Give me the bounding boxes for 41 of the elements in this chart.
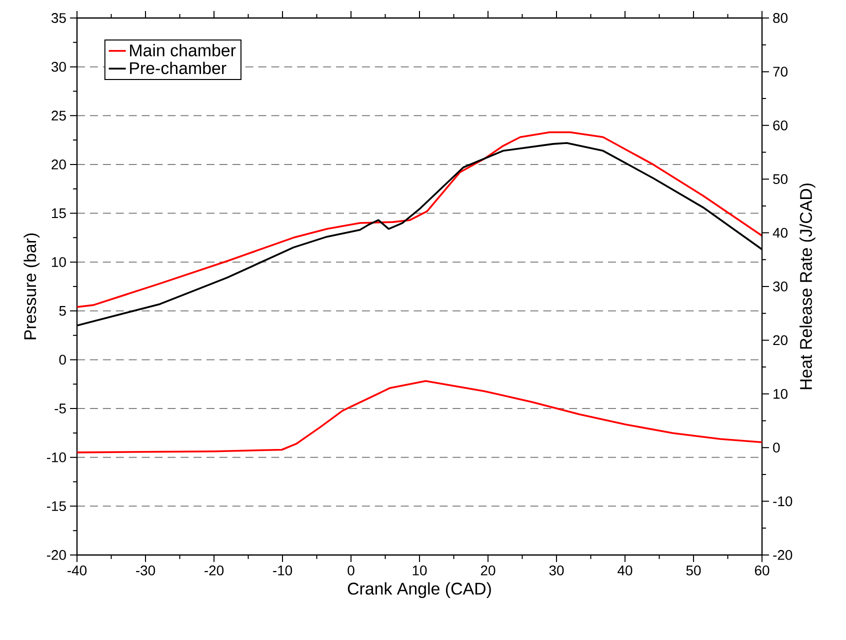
x-tick-label: 20 [480, 566, 496, 576]
legend-label: Pre-chamber [130, 62, 226, 74]
x-tick-label: 0 [348, 566, 354, 576]
y-tick-label: 0 [59, 354, 66, 365]
y2-tick-label: 60 [773, 120, 788, 130]
y-tick-label: -5 [54, 404, 66, 414]
y-tick-label: -20 [46, 550, 66, 560]
y2-tick-label: 10 [774, 388, 788, 399]
y2-tick-label: 80 [773, 13, 788, 23]
y-tick-label: 35 [51, 13, 66, 23]
y2-tick-label: 0 [773, 442, 780, 453]
y-tick-label: 25 [52, 110, 66, 121]
y2-tick-label: 50 [773, 174, 788, 184]
y-tick-label: 5 [59, 306, 66, 316]
y-tick-label: -15 [46, 501, 66, 512]
x-tick-label: 50 [686, 566, 701, 576]
y-tick-label: 10 [52, 257, 66, 268]
x-tick-label: 40 [618, 566, 632, 576]
y2-tick-label: -10 [773, 496, 792, 506]
x-axis-title: Crank Angle (CAD) [348, 582, 491, 598]
x-tick-label: -20 [204, 566, 224, 576]
x-tick-label: 10 [412, 566, 427, 576]
x-tick-label: 60 [754, 566, 770, 576]
line-series [77, 380, 762, 454]
y2-tick-label: 30 [773, 282, 788, 292]
y-tick-label: -10 [46, 452, 66, 462]
y2-axis-title: Heat Release Rate (J/CAD) [800, 184, 816, 390]
y-tick-label: 15 [52, 208, 66, 218]
legend-label: Main chamber [130, 44, 236, 56]
x-tick-label: -10 [273, 566, 292, 576]
line-series [77, 131, 762, 308]
y-axis-title: Pressure (bar) [24, 233, 40, 340]
y-tick-label: 20 [52, 160, 66, 170]
y2-tick-label: 70 [773, 66, 788, 77]
y2-tick-label: 20 [773, 335, 788, 346]
x-tick-label: -30 [136, 566, 156, 576]
y-tick-label: 30 [51, 62, 66, 72]
y2-tick-label: 40 [772, 228, 788, 238]
y2-tick-label: -20 [773, 550, 792, 560]
x-tick-label: -40 [68, 566, 87, 576]
x-tick-label: 30 [549, 566, 564, 576]
